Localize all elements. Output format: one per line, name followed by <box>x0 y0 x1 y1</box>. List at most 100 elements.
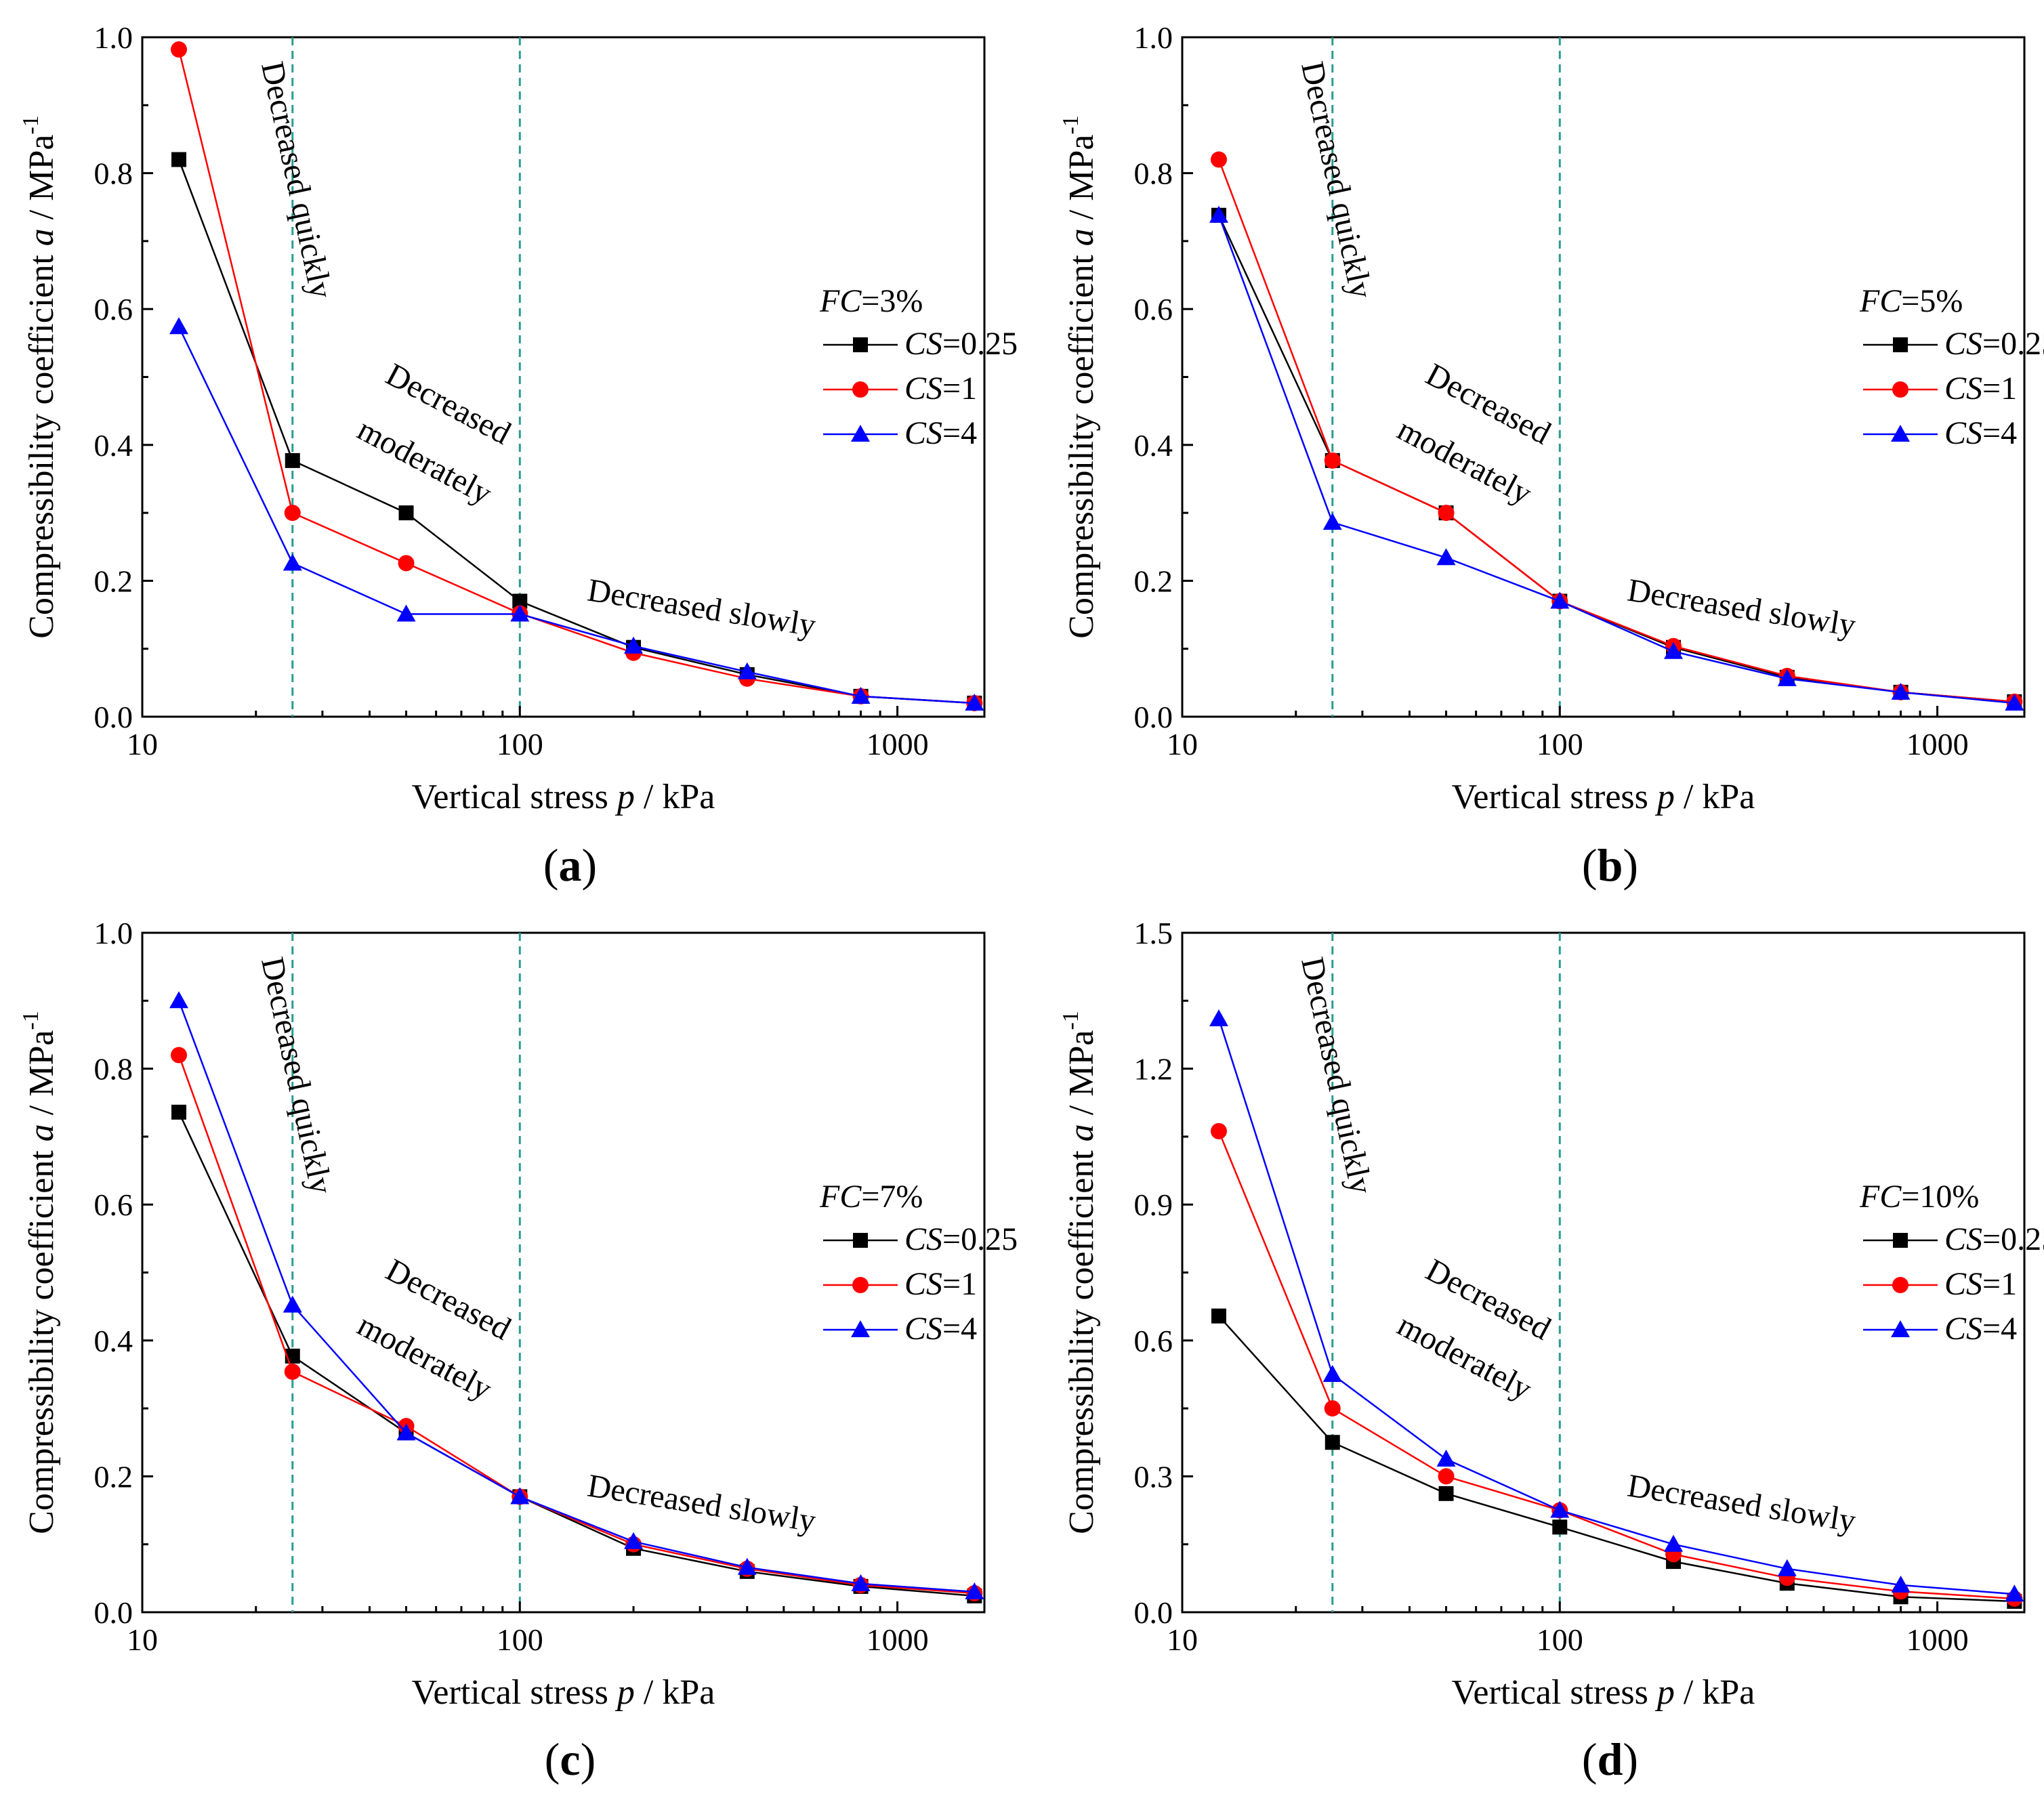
series-line-CS-4 <box>178 326 975 705</box>
x-tick-label: 1000 <box>867 727 929 761</box>
y-tick-label: 0.6 <box>94 1187 133 1222</box>
x-tick-label: 1000 <box>867 1622 929 1657</box>
y-axis-label: Compressibility coefficient a / MPa-1 <box>18 1011 61 1534</box>
legend-title: FC=10% <box>1859 1179 1979 1215</box>
data-point-triangle <box>1777 669 1797 686</box>
data-point-triangle <box>1436 1449 1456 1467</box>
y-tick-label: 1.2 <box>1134 1052 1173 1087</box>
data-point-triangle <box>2005 693 2024 711</box>
series-line-CS-0-25 <box>1218 1315 2015 1603</box>
y-tick-label: 0.3 <box>1134 1459 1173 1494</box>
panel-label: (a) <box>543 839 597 891</box>
y-tick-label: 0.6 <box>1134 292 1173 327</box>
chart-panel-a: 0.0 0.2 0.4 0.6 0.8 1.0 10 100 1000 Vertical stre… <box>18 20 1018 891</box>
data-point-circle <box>284 1363 301 1380</box>
chart-panel-b: 0.0 0.2 0.4 0.6 0.8 1.0 10 100 1000 Vertical stre… <box>1058 20 2044 891</box>
data-point-triangle <box>2005 1584 2024 1602</box>
legend-marker <box>851 425 870 442</box>
data-point-square <box>1552 1519 1568 1535</box>
data-point-circle <box>284 505 301 522</box>
data-point-triangle <box>396 604 416 622</box>
legend-marker <box>1892 1277 1909 1293</box>
data-point-circle <box>1211 1122 1228 1139</box>
y-tick-label: 0.2 <box>94 1459 133 1494</box>
legend-entry: CS=0.25 <box>904 1221 1018 1257</box>
y-tick-label: 1.0 <box>94 20 133 55</box>
chart-panel-d: 0.0 0.3 0.6 0.9 1.2 1.5 10 100 1000 Vertical stre… <box>1058 916 2044 1785</box>
data-point-triangle <box>1322 513 1342 530</box>
data-point-triangle <box>1891 1575 1911 1593</box>
y-tick-label: 0.4 <box>94 428 133 463</box>
x-axis-label: Vertical stress p / kPa <box>412 1673 715 1712</box>
data-point-square <box>171 1104 187 1120</box>
legend-entry: CS=1 <box>1944 1266 2017 1302</box>
y-axis-label: Compressibility coefficient a / MPa-1 <box>1058 115 1101 639</box>
legend-title: FC=7% <box>819 1179 923 1215</box>
data-point-triangle <box>1209 1009 1229 1027</box>
data-point-triangle <box>624 1532 644 1549</box>
y-tick-label: 1.5 <box>1134 916 1173 950</box>
data-point-triangle <box>1550 1500 1570 1518</box>
y-tick-label: 1.0 <box>94 916 133 950</box>
data-point-square <box>1211 1308 1227 1324</box>
data-point-triangle <box>283 553 302 571</box>
legend-marker <box>1891 1320 1910 1337</box>
legend-entry: CS=4 <box>1944 415 2017 451</box>
y-tick-label: 0.8 <box>94 156 133 191</box>
x-tick-label: 10 <box>1167 727 1198 761</box>
series-line-CS-1 <box>178 1055 975 1595</box>
x-tick-label: 1000 <box>1906 1622 1969 1657</box>
y-tick-label: 0.0 <box>1134 700 1173 734</box>
data-point-triangle <box>1209 205 1229 223</box>
series-line-CS-4 <box>1217 1018 2015 1595</box>
y-tick-label: 0.0 <box>94 1595 133 1630</box>
legend-entry: CS=1 <box>1944 371 2017 406</box>
x-tick-label: 10 <box>1167 1622 1198 1657</box>
data-point-circle <box>1438 505 1455 522</box>
data-point-square <box>1438 1486 1454 1501</box>
data-point-square <box>398 505 414 521</box>
y-tick-label: 0.2 <box>94 564 133 598</box>
legend-entry: CS=0.25 <box>1944 1221 2044 1257</box>
legend-entry: CS=4 <box>1944 1311 2017 1347</box>
legend-marker <box>852 381 869 398</box>
data-point-triangle <box>737 1557 757 1575</box>
y-tick-label: 0.9 <box>1134 1187 1173 1222</box>
data-point-circle <box>171 41 188 58</box>
data-point-triangle <box>624 636 644 654</box>
legend-title: FC=5% <box>1859 283 1963 319</box>
plot-frame <box>1181 36 2026 718</box>
data-point-circle <box>1324 1400 1341 1417</box>
data-point-triangle <box>169 991 189 1009</box>
data-point-triangle <box>737 662 757 679</box>
x-axis-label: Vertical stress p / kPa <box>412 778 715 816</box>
legend-marker <box>1892 381 1909 398</box>
data-point-circle <box>1324 452 1341 469</box>
y-tick-label: 0.4 <box>94 1324 133 1358</box>
series-line-CS-0-25 <box>178 1112 975 1597</box>
data-point-square <box>512 593 528 609</box>
legend-marker <box>852 1277 869 1293</box>
series-line-CS-1 <box>1217 1131 2015 1600</box>
legend-marker <box>1893 1233 1908 1248</box>
legend-marker <box>853 1233 868 1248</box>
x-tick-label: 10 <box>127 1622 158 1657</box>
y-tick-label: 0.8 <box>1134 156 1173 191</box>
annotation-decreased-slowly: Decreased slowly <box>585 1468 818 1540</box>
annotation-decreased-quickly: Decreased quickly <box>254 954 339 1197</box>
y-tick-label: 0.6 <box>94 292 133 327</box>
data-point-triangle <box>1777 1559 1797 1576</box>
data-point-circle <box>171 1047 188 1064</box>
legend-entry: CS=1 <box>904 371 977 406</box>
x-axis-label: Vertical stress p / kPa <box>1452 778 1755 816</box>
data-point-circle <box>1211 151 1228 168</box>
data-point-square <box>171 152 187 167</box>
legend-entry: CS=4 <box>904 1311 977 1347</box>
x-tick-label: 100 <box>497 727 543 761</box>
y-tick-label: 0.0 <box>94 700 133 734</box>
data-point-triangle <box>1891 682 1911 700</box>
legend-title: FC=3% <box>819 283 923 319</box>
panel-label: (b) <box>1582 839 1638 891</box>
legend-marker <box>1891 425 1910 442</box>
